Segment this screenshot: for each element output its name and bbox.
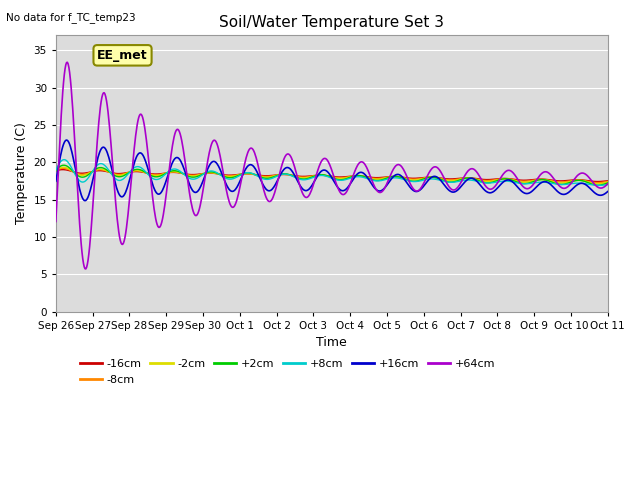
Text: EE_met: EE_met — [97, 49, 148, 62]
Text: No data for f_TC_temp23: No data for f_TC_temp23 — [6, 12, 136, 23]
X-axis label: Time: Time — [316, 336, 347, 349]
Title: Soil/Water Temperature Set 3: Soil/Water Temperature Set 3 — [220, 15, 444, 30]
Y-axis label: Temperature (C): Temperature (C) — [15, 122, 28, 225]
Legend: -16cm, -8cm, -2cm, +2cm, +8cm, +16cm, +64cm: -16cm, -8cm, -2cm, +2cm, +8cm, +16cm, +6… — [76, 355, 500, 389]
